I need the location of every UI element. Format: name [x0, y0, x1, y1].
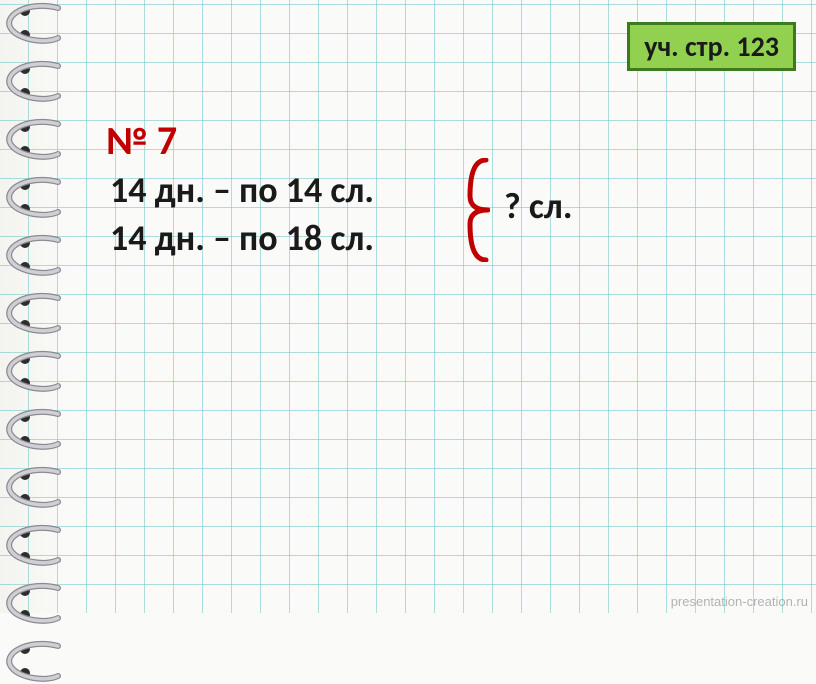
- page-reference-text: уч. стр. 123: [644, 29, 779, 64]
- page-reference-badge: уч. стр. 123: [627, 22, 796, 71]
- problem-line-1: 14 дн. – по 14 сл.: [110, 168, 374, 212]
- question-text: ? сл.: [504, 184, 572, 228]
- graph-grid: [0, 0, 816, 613]
- page: уч. стр. 123 № 7 14 дн. – по 14 сл. 14 д…: [0, 0, 816, 613]
- exercise-number: № 7: [106, 116, 177, 165]
- curly-bracket-icon: [466, 158, 490, 267]
- watermark-text: presentation-creation.ru: [671, 594, 808, 609]
- spiral-binding: [6, 0, 66, 613]
- problem-line-2: 14 дн. – по 18 сл.: [110, 216, 374, 260]
